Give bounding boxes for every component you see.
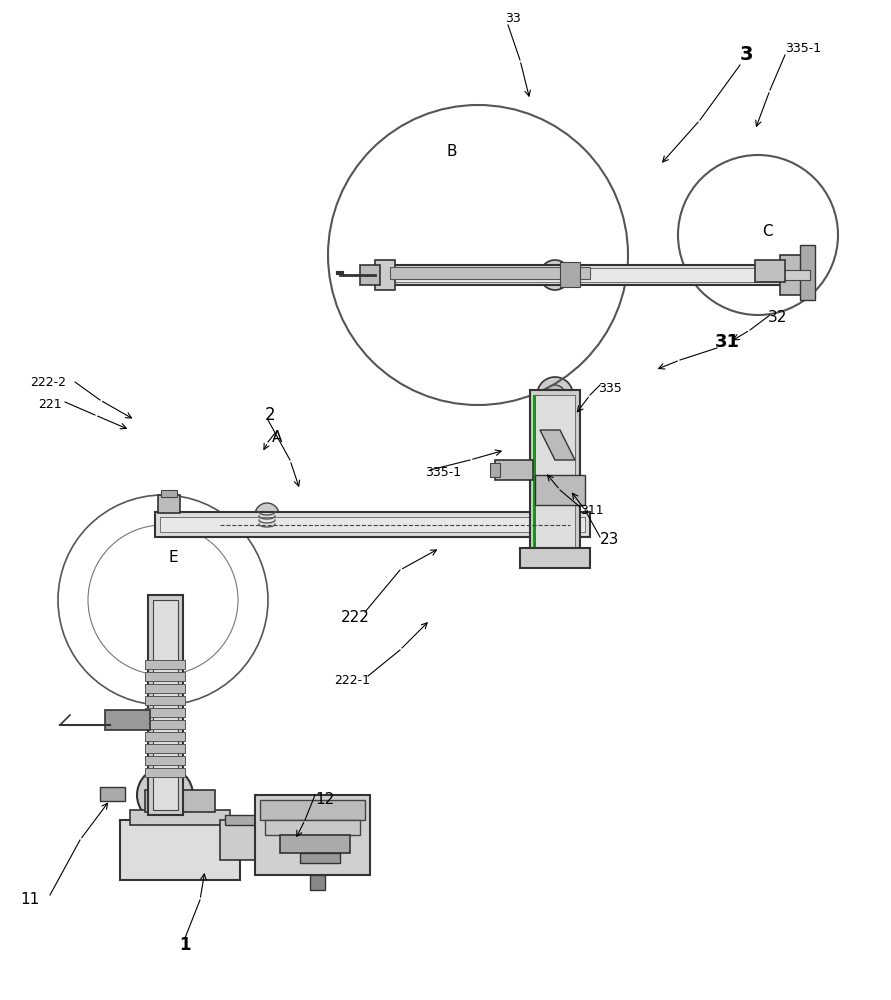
- Text: 222: 222: [341, 609, 370, 624]
- Circle shape: [552, 437, 564, 449]
- Bar: [145, 660, 185, 669]
- Bar: [145, 768, 185, 777]
- Text: A: A: [272, 430, 282, 444]
- Text: 33: 33: [505, 11, 520, 24]
- Bar: [390, 267, 590, 279]
- Bar: [380, 265, 800, 285]
- Bar: [385, 268, 795, 282]
- Text: 31: 31: [715, 333, 740, 351]
- Bar: [495, 460, 533, 480]
- Text: 2: 2: [265, 406, 275, 424]
- Text: 222-2: 222-2: [30, 376, 66, 389]
- Bar: [535, 395, 575, 550]
- Text: 1: 1: [179, 936, 191, 954]
- Bar: [160, 517, 585, 532]
- Bar: [780, 255, 805, 295]
- Text: 32: 32: [768, 310, 788, 326]
- Bar: [533, 395, 541, 550]
- Bar: [120, 820, 240, 880]
- Circle shape: [540, 260, 570, 290]
- Bar: [755, 260, 785, 282]
- Circle shape: [547, 267, 563, 283]
- Text: 221: 221: [38, 398, 61, 412]
- Bar: [145, 744, 185, 753]
- Bar: [490, 463, 500, 477]
- Bar: [220, 820, 300, 860]
- Bar: [145, 732, 185, 741]
- Bar: [300, 853, 340, 863]
- Bar: [375, 260, 395, 290]
- Bar: [800, 245, 815, 300]
- Circle shape: [255, 503, 279, 527]
- Text: 23: 23: [600, 532, 619, 548]
- Text: C: C: [762, 225, 772, 239]
- Bar: [153, 600, 178, 810]
- Circle shape: [545, 385, 565, 405]
- Text: 222-1: 222-1: [334, 674, 370, 686]
- Circle shape: [537, 377, 573, 413]
- Circle shape: [279, 829, 291, 841]
- Bar: [530, 390, 580, 555]
- Bar: [265, 820, 360, 835]
- Bar: [520, 548, 590, 568]
- Bar: [145, 696, 185, 705]
- Bar: [148, 595, 183, 815]
- Bar: [255, 795, 370, 875]
- Bar: [145, 684, 185, 693]
- Circle shape: [273, 823, 297, 847]
- Bar: [535, 475, 585, 505]
- Bar: [280, 835, 350, 853]
- Circle shape: [562, 265, 578, 281]
- Bar: [145, 672, 185, 681]
- Bar: [155, 512, 590, 537]
- Text: E: E: [168, 550, 177, 566]
- Bar: [145, 790, 215, 812]
- Bar: [145, 720, 185, 729]
- Circle shape: [147, 777, 183, 813]
- Text: 11: 11: [20, 892, 39, 908]
- Text: 311: 311: [580, 504, 603, 516]
- Bar: [145, 708, 185, 717]
- Text: 335: 335: [598, 381, 622, 394]
- Bar: [105, 710, 150, 730]
- Bar: [161, 490, 177, 497]
- Text: B: B: [447, 144, 457, 159]
- Text: 335-1: 335-1: [425, 466, 462, 479]
- Bar: [225, 815, 300, 825]
- Circle shape: [757, 262, 773, 278]
- Bar: [158, 495, 180, 513]
- Bar: [260, 800, 365, 820]
- Bar: [560, 262, 580, 287]
- Circle shape: [137, 767, 193, 823]
- Text: 3: 3: [740, 45, 754, 64]
- Polygon shape: [540, 430, 575, 460]
- Bar: [130, 810, 230, 825]
- Bar: [360, 265, 380, 285]
- Text: 12: 12: [315, 792, 334, 808]
- Bar: [770, 270, 810, 280]
- Circle shape: [553, 483, 567, 497]
- Bar: [145, 756, 185, 765]
- Bar: [100, 787, 125, 801]
- Bar: [310, 875, 325, 890]
- Text: 335-1: 335-1: [785, 41, 822, 54]
- Circle shape: [103, 789, 113, 799]
